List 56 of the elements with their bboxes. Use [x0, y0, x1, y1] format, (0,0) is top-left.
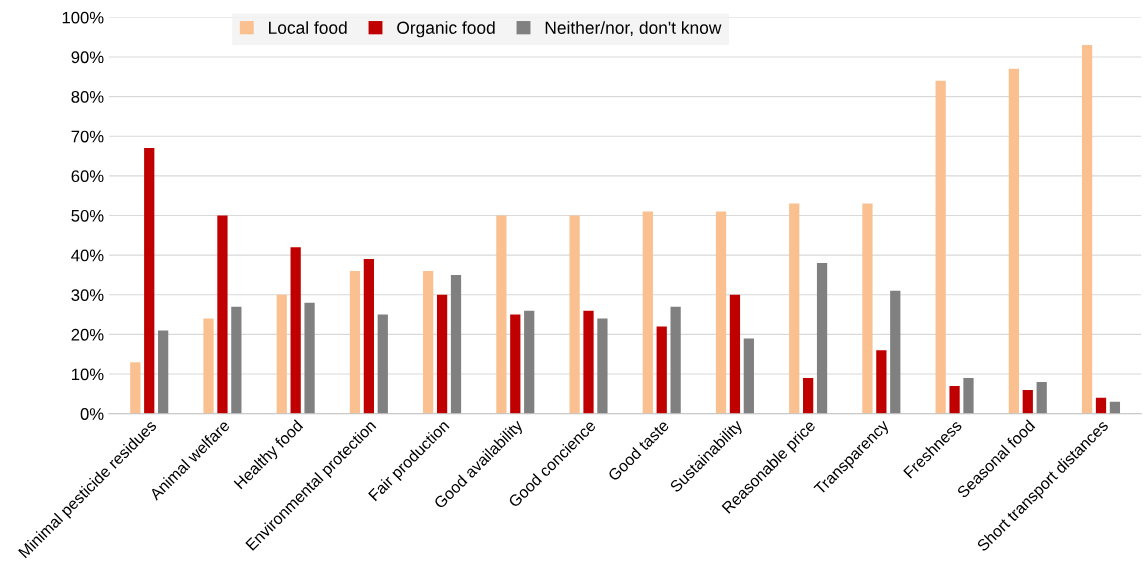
bar	[1036, 382, 1047, 414]
y-tick-label: 100%	[62, 11, 104, 24]
y-tick-label: 20%	[71, 328, 104, 341]
bar	[789, 203, 800, 414]
bar	[743, 338, 754, 414]
y-tick-label: 10%	[72, 368, 104, 381]
y-tick-label: 60%	[71, 170, 104, 183]
bar	[670, 306, 681, 414]
bar	[597, 318, 608, 414]
y-tick-label: 70%	[71, 130, 104, 143]
bar	[349, 271, 361, 414]
bar	[583, 310, 594, 414]
legend-label: Local food	[269, 21, 347, 34]
bar	[1081, 45, 1093, 414]
y-tick-label: 80%	[71, 90, 104, 103]
bar	[304, 302, 315, 414]
bar	[231, 306, 242, 414]
bar	[876, 350, 887, 414]
y-tick-label: 40%	[71, 249, 104, 262]
bar	[130, 362, 141, 414]
bar	[1109, 401, 1121, 414]
bar	[1008, 68, 1019, 414]
y-tick-label: 50%	[71, 209, 104, 222]
bar	[144, 148, 155, 414]
bar	[524, 310, 535, 414]
bar	[569, 215, 580, 414]
bar	[1095, 397, 1107, 414]
bar	[363, 259, 374, 414]
bar	[949, 385, 960, 414]
bar	[1022, 389, 1033, 414]
y-tick-label: 90%	[71, 51, 104, 64]
bar	[729, 294, 741, 414]
bar	[450, 274, 462, 414]
bar	[890, 290, 901, 414]
bar	[496, 215, 507, 414]
bar	[935, 80, 946, 414]
bar	[816, 263, 828, 414]
bar	[217, 215, 228, 414]
bar	[290, 247, 301, 414]
bar	[715, 211, 727, 414]
legend-label: Organic food	[397, 21, 495, 38]
bar	[642, 211, 653, 414]
bar	[436, 294, 448, 414]
legend-label: Neither/nor, don't know	[545, 21, 722, 36]
bar	[963, 378, 974, 414]
bar	[158, 330, 169, 414]
bar	[423, 271, 434, 414]
bar	[656, 326, 667, 414]
bar	[377, 314, 388, 414]
bar	[862, 203, 873, 414]
bar	[203, 318, 214, 414]
y-tick-label: 0%	[80, 408, 104, 420]
y-tick-label: 30%	[71, 289, 104, 301]
bar	[510, 314, 521, 414]
bar	[803, 378, 814, 414]
bar	[276, 294, 287, 414]
